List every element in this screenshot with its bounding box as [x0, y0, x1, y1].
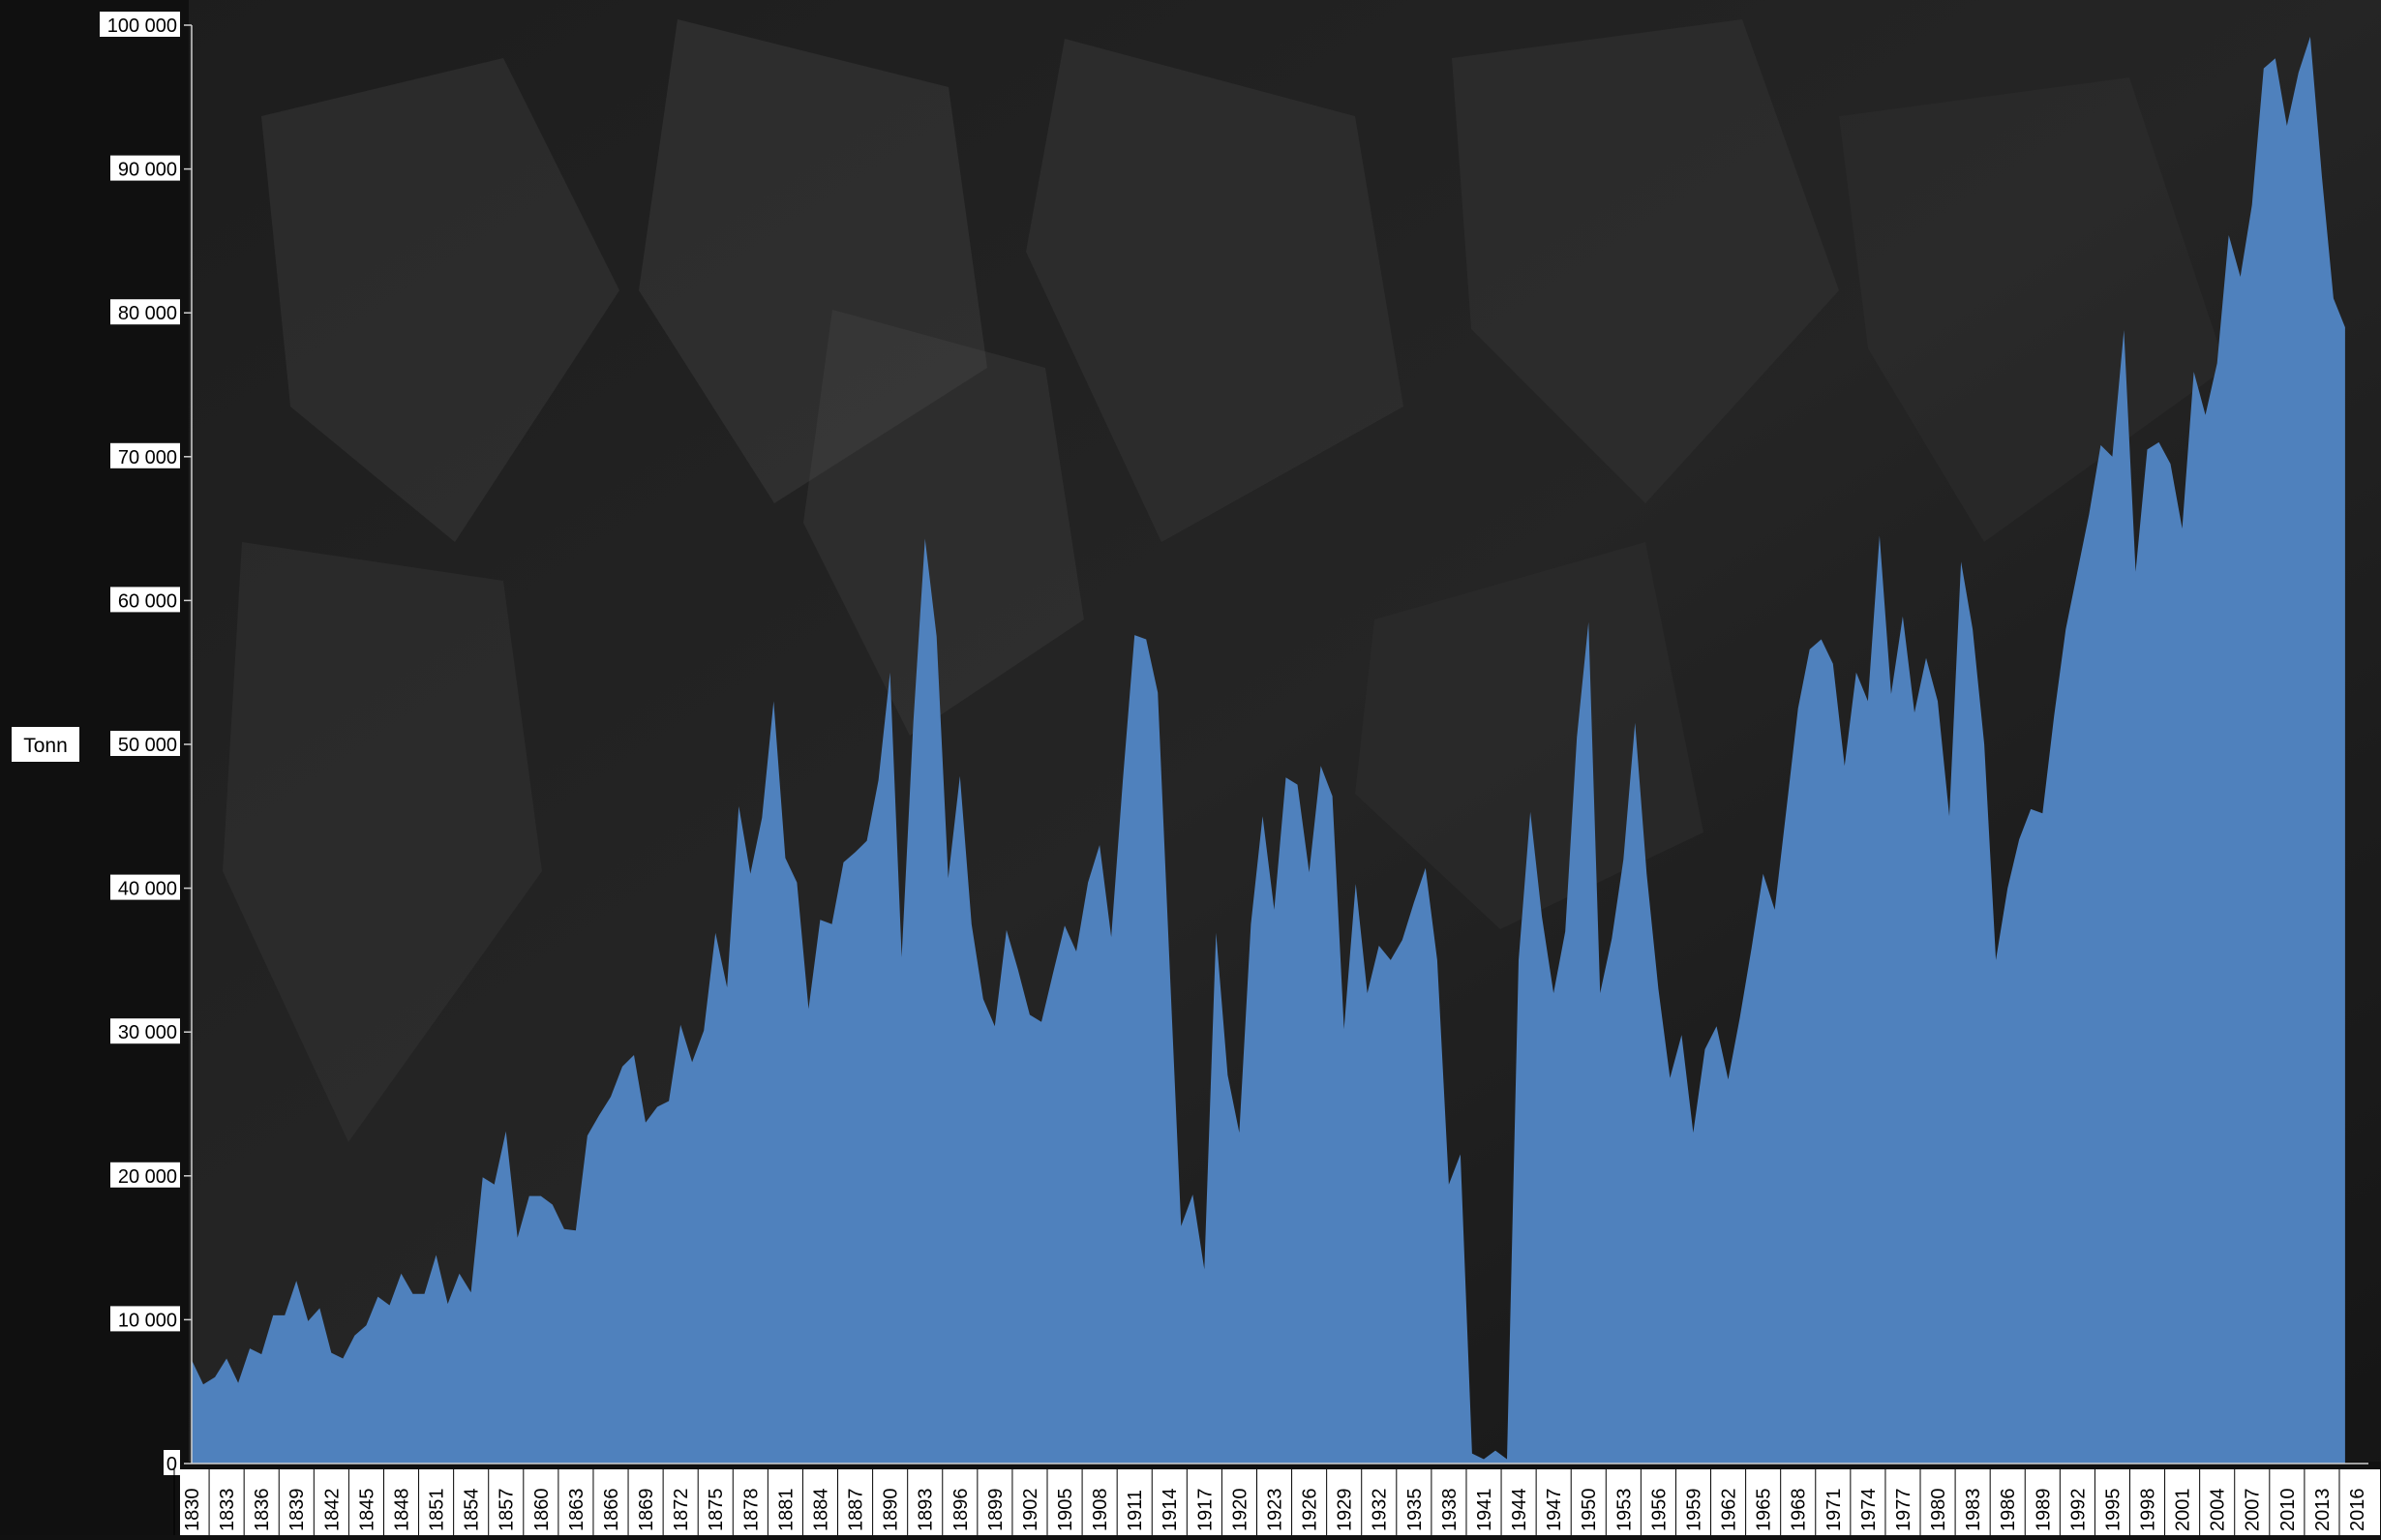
x-tick-label: 2010 — [2277, 1489, 2299, 1532]
x-tick-label: 1833 — [217, 1489, 238, 1532]
x-tick-label: 1923 — [1265, 1489, 1286, 1532]
y-tick-label: 0 — [166, 1454, 177, 1475]
x-tick-label: 1980 — [1928, 1489, 1949, 1532]
x-tick-label: 1920 — [1229, 1489, 1251, 1532]
y-tick-label: 50 000 — [118, 735, 177, 756]
x-tick-label: 1896 — [950, 1489, 972, 1532]
y-tick-label-box — [110, 299, 180, 325]
x-tick-label: 1935 — [1404, 1489, 1426, 1532]
x-tick-label: 1941 — [1474, 1489, 1495, 1532]
y-tick-label-box — [110, 155, 180, 181]
y-tick-label: 80 000 — [118, 303, 177, 324]
x-tick-label: 1902 — [1020, 1489, 1041, 1532]
x-tick-label: 1872 — [671, 1489, 692, 1532]
y-tick-label: 100 000 — [107, 15, 177, 37]
x-tick-label: 1983 — [1963, 1489, 1984, 1532]
y-tick-label: 90 000 — [118, 160, 177, 181]
x-tick-label: 1938 — [1439, 1489, 1461, 1532]
x-tick-label: 1842 — [321, 1489, 343, 1532]
y-axis-label: Tonn — [23, 735, 68, 757]
x-tick-label: 1992 — [2067, 1489, 2089, 1532]
y-tick-label: 40 000 — [118, 879, 177, 900]
y-axis-label-group: Tonn — [12, 727, 79, 762]
x-tick-label: 1998 — [2138, 1489, 2159, 1532]
y-tick-label: 30 000 — [118, 1022, 177, 1043]
x-tick-label: 2013 — [2312, 1489, 2334, 1532]
x-tick-label: 1830 — [182, 1489, 203, 1532]
x-tick-label: 1893 — [916, 1489, 937, 1532]
x-tick-label: 1854 — [462, 1489, 483, 1532]
x-tick-label: 1959 — [1683, 1489, 1704, 1532]
y-tick-label: 70 000 — [118, 447, 177, 468]
x-tick-label: 1875 — [706, 1489, 727, 1532]
x-tick-label: 1947 — [1544, 1489, 1565, 1532]
x-tick-label: 1905 — [1055, 1489, 1076, 1532]
x-tick-label: 1851 — [427, 1489, 448, 1532]
x-axis: 1830 1833 1836 1839 1842 1845 1848 1851 1854 1857… — [173, 1463, 2380, 1535]
x-tick-label: 1863 — [566, 1489, 588, 1532]
x-tick-label: 1974 — [1858, 1489, 1880, 1532]
x-tick-label: 1977 — [1893, 1489, 1914, 1532]
y-tick-label-box — [110, 1306, 180, 1332]
x-tick-label: 1878 — [740, 1489, 762, 1532]
x-tick-label: 1968 — [1789, 1489, 1810, 1532]
area-series-0 — [192, 36, 2345, 1464]
x-tick-label: 1884 — [810, 1489, 831, 1532]
y-tick-label-box — [110, 1018, 180, 1044]
x-tick-label: 1890 — [881, 1489, 902, 1532]
y-tick-label: 20 000 — [118, 1166, 177, 1188]
x-tick-label: 2001 — [2173, 1489, 2194, 1532]
x-tick-label: 1953 — [1613, 1489, 1635, 1532]
y-tick-label: 10 000 — [118, 1310, 177, 1331]
x-tick-label: 1926 — [1300, 1489, 1321, 1532]
x-tick-label: 1857 — [497, 1489, 518, 1532]
y-tick-label-box — [110, 587, 180, 613]
y-tick-label-box — [110, 874, 180, 900]
y-tick-label-box — [110, 442, 180, 468]
x-tick-label: 1929 — [1335, 1489, 1356, 1532]
x-tick-label: 1932 — [1370, 1489, 1391, 1532]
background-fish-texture — [189, 0, 2381, 1462]
y-axis-label-box — [12, 727, 79, 762]
x-tick-label: 1962 — [1719, 1489, 1740, 1532]
x-tick-label: 1908 — [1090, 1489, 1111, 1532]
y-tick-label: 60 000 — [118, 590, 177, 612]
y-tick-label-box — [164, 1450, 180, 1475]
x-tick-label: 1836 — [252, 1489, 273, 1532]
y-tick-label-box — [100, 12, 180, 37]
x-tick-label: 1899 — [985, 1489, 1007, 1532]
x-tick-label: 1965 — [1754, 1489, 1775, 1532]
x-tick-label: 1971 — [1823, 1489, 1845, 1532]
x-tick-label: 1986 — [1998, 1489, 2019, 1532]
y-tick-label-box — [110, 1162, 180, 1188]
x-tick-label: 1845 — [356, 1489, 377, 1532]
x-tick-label: 1917 — [1194, 1489, 1216, 1532]
x-tick-label: 2004 — [2208, 1489, 2229, 1532]
x-tick-label: 1839 — [286, 1489, 308, 1532]
x-tick-label: 2007 — [2243, 1489, 2264, 1532]
y-tick-label-box — [110, 731, 180, 756]
x-tick-label: 1995 — [2102, 1489, 2124, 1532]
x-tick-label: 1989 — [2033, 1489, 2054, 1532]
plot-area — [192, 36, 2345, 1464]
x-tick-label: 1860 — [531, 1489, 553, 1532]
y-axis: 0 10 000 20 000 30 000 40 000 50 000 60 000 70 … — [100, 12, 193, 1475]
x-tick-label: 1950 — [1579, 1489, 1600, 1532]
x-tick-label: 1866 — [601, 1489, 622, 1532]
x-tick-label: 2016 — [2347, 1489, 2368, 1532]
x-tick-label: 1887 — [846, 1489, 867, 1532]
x-tick-label: 1869 — [636, 1489, 657, 1532]
x-tick-label: 1881 — [775, 1489, 797, 1532]
x-tick-label: 1944 — [1509, 1489, 1530, 1532]
x-tick-label: 1911 — [1125, 1490, 1146, 1531]
x-tick-label: 1914 — [1160, 1489, 1181, 1532]
x-tick-label: 1956 — [1648, 1489, 1670, 1532]
x-tick-label: 1848 — [392, 1489, 413, 1532]
x-tick-label-band — [180, 1469, 2380, 1535]
